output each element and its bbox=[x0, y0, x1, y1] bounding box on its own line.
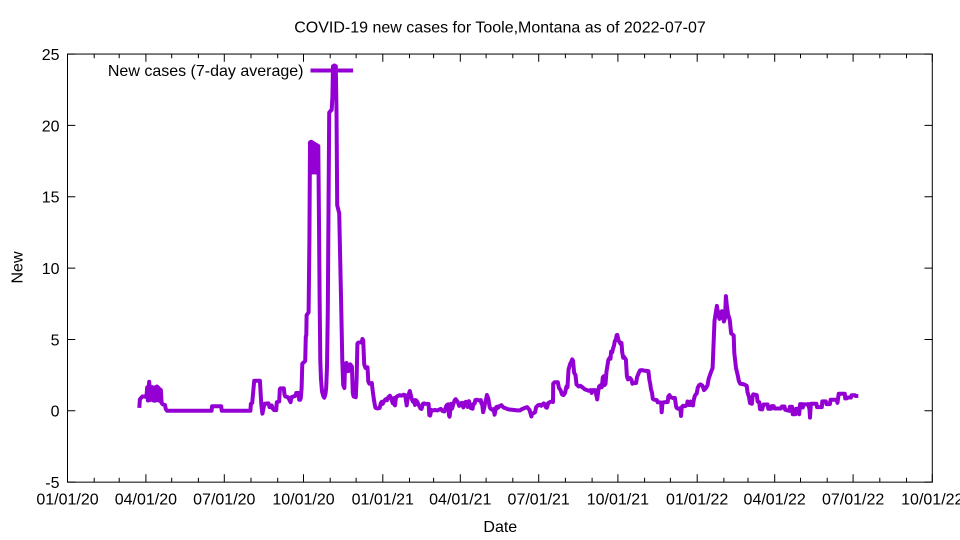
svg-text:01/01/21: 01/01/21 bbox=[352, 492, 414, 509]
svg-text:15: 15 bbox=[42, 190, 60, 207]
svg-text:07/01/22: 07/01/22 bbox=[822, 492, 884, 509]
svg-text:01/01/22: 01/01/22 bbox=[666, 492, 728, 509]
svg-text:07/01/20: 07/01/20 bbox=[193, 492, 255, 509]
svg-text:10/01/20: 10/01/20 bbox=[272, 492, 334, 509]
svg-text:New cases (7-day average): New cases (7-day average) bbox=[108, 63, 304, 80]
svg-text:10/01/21: 10/01/21 bbox=[587, 492, 649, 509]
svg-text:10/01/22: 10/01/22 bbox=[901, 492, 960, 509]
svg-text:New: New bbox=[9, 251, 26, 283]
svg-text:20: 20 bbox=[42, 118, 60, 135]
svg-text:04/01/21: 04/01/21 bbox=[429, 492, 491, 509]
svg-text:25: 25 bbox=[42, 47, 60, 64]
svg-text:0: 0 bbox=[51, 404, 60, 421]
svg-text:5: 5 bbox=[51, 332, 60, 349]
svg-text:04/01/20: 04/01/20 bbox=[115, 492, 177, 509]
svg-text:-5: -5 bbox=[45, 475, 59, 492]
svg-text:07/01/21: 07/01/21 bbox=[508, 492, 570, 509]
svg-text:10: 10 bbox=[42, 261, 60, 278]
svg-text:01/01/20: 01/01/20 bbox=[36, 492, 98, 509]
svg-text:Date: Date bbox=[483, 519, 517, 536]
svg-text:04/01/22: 04/01/22 bbox=[744, 492, 806, 509]
svg-text:COVID-19 new cases for Toole,M: COVID-19 new cases for Toole,Montana as … bbox=[294, 20, 706, 37]
